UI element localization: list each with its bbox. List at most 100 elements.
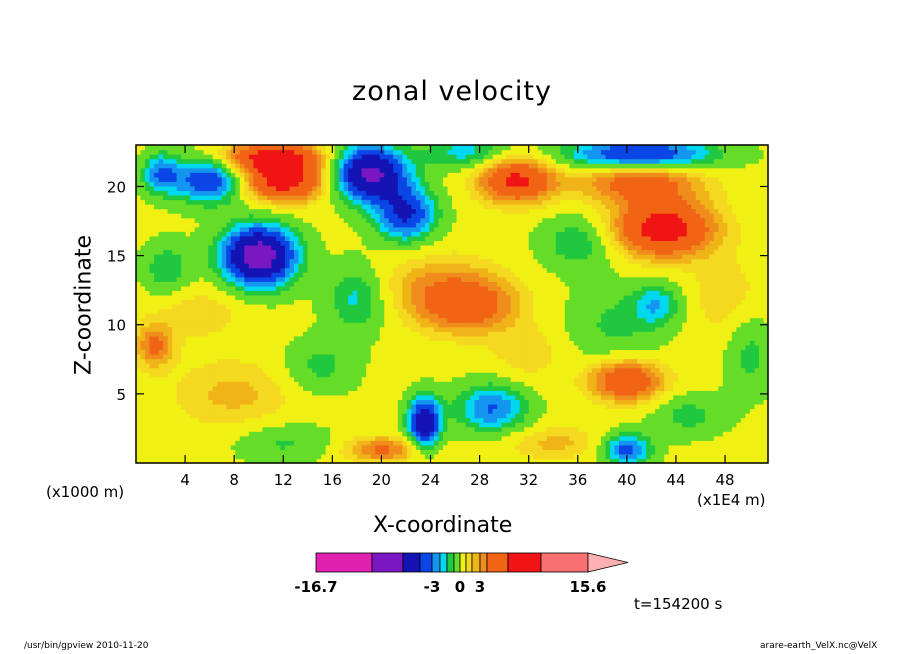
- heatmap-cell: [433, 185, 440, 192]
- heatmap-cell: [343, 290, 349, 296]
- heatmap-cell: [248, 349, 254, 355]
- heatmap-cell: [145, 263, 151, 269]
- heatmap-cell: [257, 385, 263, 391]
- heatmap-cell: [203, 222, 209, 228]
- heatmap-cell: [239, 244, 245, 251]
- heatmap-cell: [208, 408, 214, 414]
- heatmap-cell: [140, 353, 146, 360]
- heatmap-cell: [190, 372, 196, 378]
- heatmap-cell: [289, 449, 295, 455]
- heatmap-cell: [145, 154, 151, 160]
- heatmap-cell: [379, 258, 385, 264]
- heatmap-cell: [321, 208, 327, 214]
- heatmap-cell: [312, 322, 318, 328]
- heatmap-cell: [208, 181, 214, 187]
- heatmap-cell: [307, 308, 313, 314]
- heatmap-cell: [447, 440, 453, 446]
- heatmap-cell: [199, 390, 205, 396]
- heatmap-cell: [176, 145, 182, 151]
- heatmap-cell: [298, 204, 304, 210]
- heatmap-cell: [271, 254, 277, 260]
- heatmap-cell: [424, 381, 431, 387]
- heatmap-cell: [203, 449, 209, 455]
- heatmap-cell: [433, 204, 440, 210]
- heatmap-cell: [284, 217, 291, 223]
- heatmap-cell: [248, 190, 254, 196]
- heatmap-cell: [294, 390, 300, 396]
- heatmap-cell: [181, 222, 187, 228]
- heatmap-cell: [433, 435, 440, 441]
- heatmap-cell: [366, 190, 372, 196]
- heatmap-cell: [235, 145, 241, 151]
- heatmap-cell: [181, 367, 187, 373]
- heatmap-cell: [303, 399, 309, 405]
- heatmap-cell: [316, 176, 322, 182]
- heatmap-cell: [420, 199, 426, 205]
- heatmap-cell: [185, 190, 191, 196]
- heatmap-cell: [411, 213, 417, 219]
- heatmap-cell: [145, 145, 151, 151]
- heatmap-cell: [248, 335, 254, 341]
- heatmap-cell: [181, 344, 187, 351]
- heatmap-cell: [312, 408, 318, 414]
- heatmap-cell: [230, 431, 236, 437]
- heatmap-cell: [388, 208, 394, 214]
- heatmap-cell: [415, 235, 421, 241]
- heatmap-cell: [406, 267, 412, 273]
- heatmap-cell: [379, 194, 385, 201]
- heatmap-cell: [208, 385, 214, 391]
- heatmap-cell: [415, 231, 421, 237]
- heatmap-cell: [357, 453, 363, 460]
- heatmap-cell: [203, 254, 209, 260]
- heatmap-cell: [248, 217, 254, 223]
- heatmap-cell: [402, 208, 408, 214]
- heatmap-cell: [452, 204, 458, 210]
- heatmap-cell: [280, 322, 286, 328]
- heatmap-cell: [190, 167, 196, 173]
- heatmap-cell: [420, 194, 426, 201]
- heatmap-cell: [217, 299, 223, 305]
- heatmap-cell: [325, 208, 331, 214]
- heatmap-cell: [429, 181, 435, 187]
- heatmap-cell: [393, 335, 399, 341]
- heatmap-cell: [221, 181, 227, 187]
- heatmap-cell: [339, 317, 345, 323]
- heatmap-cell: [163, 353, 169, 360]
- heatmap-cell: [199, 285, 205, 291]
- heatmap-cell: [452, 185, 458, 192]
- heatmap-cell: [154, 358, 160, 364]
- heatmap-cell: [280, 408, 286, 414]
- heatmap-cell: [226, 222, 232, 228]
- heatmap-cell: [244, 149, 250, 155]
- heatmap-cell: [352, 426, 358, 432]
- heatmap-cell: [420, 413, 426, 419]
- heatmap-cell: [262, 317, 268, 323]
- heatmap-cell: [294, 326, 300, 332]
- heatmap-cell: [447, 163, 453, 169]
- heatmap-cell: [334, 294, 340, 301]
- heatmap-cell: [298, 340, 304, 346]
- heatmap-cell: [388, 408, 394, 414]
- heatmap-cell: [424, 276, 431, 282]
- heatmap-cell: [226, 267, 232, 273]
- heatmap-cell: [307, 158, 313, 164]
- heatmap-cell: [199, 222, 205, 228]
- heatmap-cell: [176, 258, 182, 264]
- heatmap-cell: [181, 154, 187, 160]
- heatmap-cell: [361, 381, 367, 387]
- heatmap-cell: [239, 204, 245, 210]
- heatmap-cell: [284, 363, 291, 369]
- heatmap-cell: [289, 267, 295, 273]
- heatmap-cell: [384, 453, 390, 460]
- heatmap-cell: [271, 258, 277, 264]
- heatmap-cell: [375, 185, 381, 192]
- heatmap-cell: [375, 394, 381, 400]
- heatmap-cell: [136, 176, 142, 182]
- heatmap-cell: [262, 435, 268, 441]
- heatmap-cell: [145, 190, 151, 196]
- heatmap-cell: [289, 385, 295, 391]
- heatmap-cell: [280, 399, 286, 405]
- heatmap-cell: [325, 276, 331, 282]
- heatmap-cell: [316, 340, 322, 346]
- heatmap-cell: [433, 335, 440, 341]
